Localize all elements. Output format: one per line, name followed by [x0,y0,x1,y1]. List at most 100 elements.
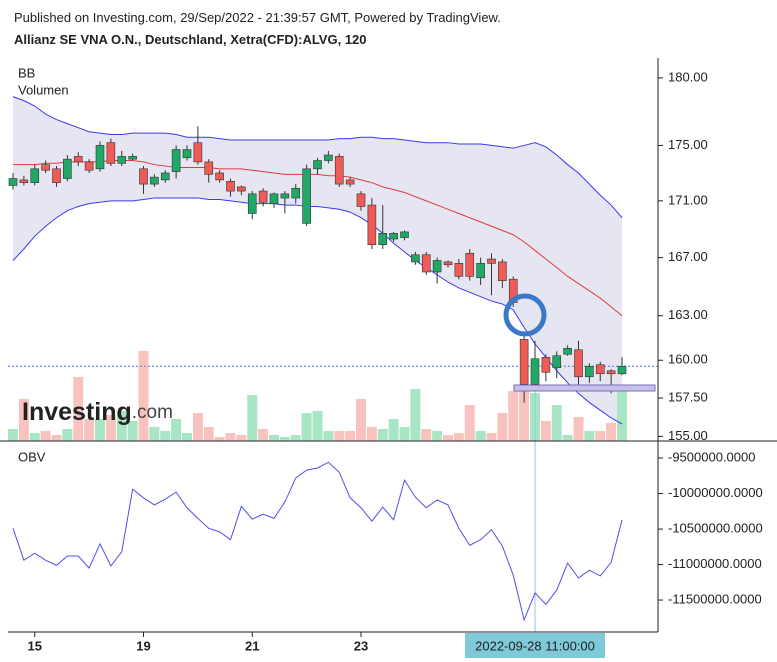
y-tick-label: 163.00 [668,307,708,322]
candle-body [150,176,159,185]
volume-bar [551,405,562,441]
volume-bar [366,427,377,441]
annotation-circle [503,293,547,337]
candle-body [585,365,594,378]
candle-body [617,365,627,375]
candle-body [19,179,29,184]
volume-bar [149,427,160,441]
crosshair-label: 2022-09-28 11:00:00 [475,638,595,653]
y-tick-label: 171.00 [668,192,708,207]
volume-bar [312,411,323,441]
volume-bar [29,433,40,441]
volume-bar [399,427,410,441]
band-fill [13,96,622,425]
header: Published on Investing.com, 29/Sep/2022 … [14,10,774,54]
y-tick-label: 167.00 [668,249,708,264]
candle-body [117,156,127,164]
volume-bar [18,399,29,441]
volume-bar [301,413,312,441]
y-tick-label: 157.50 [668,389,708,404]
annotation-box [513,384,656,392]
volume-bar [182,433,192,441]
candle-body [182,149,192,159]
band-line [12,96,623,219]
volume-bar [595,431,606,441]
candle-body [63,158,72,179]
volume-bar [247,395,258,441]
volume-bar [508,391,519,441]
candle-body [400,231,409,238]
candle-body [171,149,181,172]
volume-bar [606,423,617,441]
volume-bar [421,429,432,441]
candle-body [487,258,496,264]
chart-title: Allianz SE VNA O.N., Deutschland, Xetra(… [14,32,367,47]
volume-bar [562,435,573,441]
volume-bar [410,389,421,441]
volume-bar [214,437,225,441]
candle-body [52,168,61,184]
y-tick-label: -11500000.0000 [668,591,762,606]
candle-body [563,347,572,355]
volume-bar [443,435,453,441]
y-tick-label: 155.00 [668,428,708,443]
volume-bar [203,427,214,441]
y-tick-label: -10000000.0000 [668,485,763,500]
pane-label: BB [18,65,35,80]
candle-body [258,190,268,203]
candle-body [432,260,442,273]
candle-body [541,356,551,373]
volume-bar [138,351,149,441]
volume-bar [453,433,464,441]
volume-bar [84,419,95,441]
volume-bar [105,415,116,441]
x-tick-label: 19 [136,638,150,653]
volume-bar [486,433,497,441]
published-note: Published on Investing.com, 29/Sep/2022 … [14,10,501,25]
candle-body [334,156,344,185]
candle-body [367,204,377,246]
candle-body [280,193,290,199]
volume-bar [8,429,18,441]
volume-bar [497,413,508,441]
candle-body [291,187,301,199]
candle-body [237,186,246,192]
volume-bar [279,437,290,441]
volume-bar [432,431,443,441]
candle-body [160,172,170,181]
volume-bar [192,413,203,441]
candle-body [356,193,366,207]
candle-body [106,142,116,164]
volume-bar [73,377,84,441]
candle-body [139,168,148,185]
candle-body [269,193,279,204]
volume-bar [171,419,182,441]
candle-body [128,156,137,160]
pane-label: OBV [18,449,46,464]
volume-bar [116,411,127,441]
volume-bar [290,435,301,441]
candle-body [498,261,507,281]
volume-bar [258,429,269,441]
candle-body [574,349,583,378]
volume-bar [617,385,627,441]
band-line [12,197,623,425]
volume-bar [160,431,171,441]
y-tick-label: -11000000.0000 [668,556,762,571]
candle-body [84,161,94,171]
volume-bar [584,431,595,441]
volume-bar [540,421,551,441]
y-tick-label: 180.00 [668,69,708,84]
volume-bar [356,399,366,441]
candle-body [345,179,355,185]
obv-line [12,461,623,622]
x-tick-label: 21 [245,638,259,653]
volume-bar [334,431,345,441]
volume-bar [345,431,356,441]
candle-body [476,263,485,279]
volume-bar [377,429,388,441]
volume-bar [225,433,236,441]
candle-body [193,142,203,163]
watermark-part: .com [132,402,173,423]
candle-body [8,178,18,186]
